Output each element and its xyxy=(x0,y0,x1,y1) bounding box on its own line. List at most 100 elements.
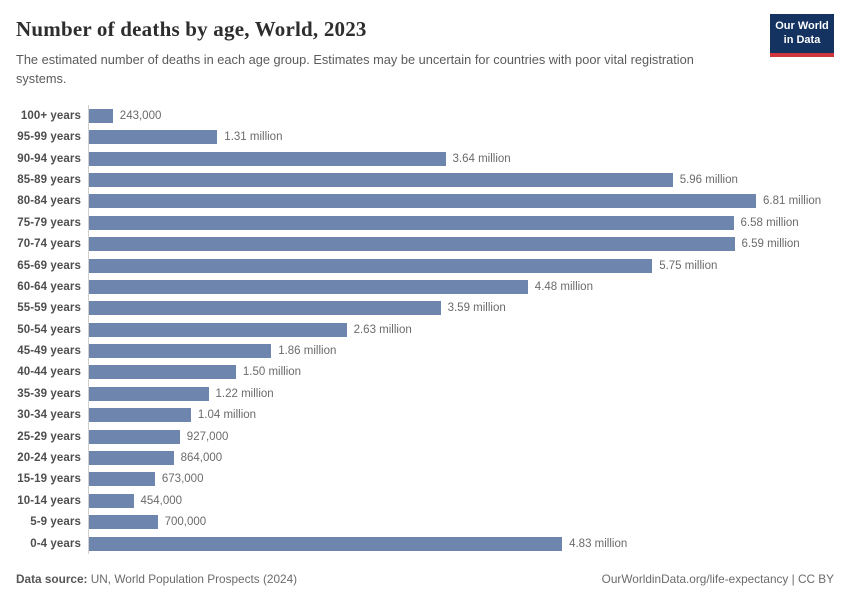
plot-area: 1.86 million xyxy=(88,340,834,362)
data-source-label: Data source: xyxy=(16,572,88,586)
plot-area: 1.04 million xyxy=(88,404,834,426)
row-label: 65-69 years xyxy=(17,259,81,272)
plot-area: 3.64 million xyxy=(88,147,834,170)
plot-area: 4.83 million xyxy=(88,532,834,555)
bar-value-label: 1.86 million xyxy=(278,345,337,358)
bar[interactable] xyxy=(89,130,218,145)
bar[interactable] xyxy=(89,194,756,209)
chart-row: 0-4 years 4.83 million xyxy=(16,532,834,555)
bar-value-label: 1.22 million xyxy=(215,387,274,400)
bar[interactable] xyxy=(89,215,734,230)
chart-row: 35-39 years 1.22 million xyxy=(16,383,834,405)
chart-row: 20-24 years 864,000 xyxy=(16,447,834,469)
bar[interactable] xyxy=(89,279,528,294)
bar[interactable] xyxy=(89,301,441,316)
chart-row: 60-64 years 4.48 million xyxy=(16,276,834,298)
bar[interactable] xyxy=(89,322,347,337)
bar-value-label: 5.96 million xyxy=(679,173,738,186)
bar[interactable] xyxy=(89,365,236,380)
chart-row: 10-14 years 454,000 xyxy=(16,490,834,512)
logo-line1: Our World xyxy=(775,20,829,32)
row-label: 35-39 years xyxy=(17,387,81,400)
bar-value-label: 1.31 million xyxy=(224,131,283,144)
plot-area: 1.50 million xyxy=(88,361,834,384)
chart-row: 30-34 years 1.04 million xyxy=(16,404,834,426)
row-label: 55-59 years xyxy=(17,302,81,315)
header-titles: Number of deaths by age, World, 2023 The… xyxy=(16,14,726,88)
bar[interactable] xyxy=(89,386,209,401)
chart-row: 80-84 years 6.81 million xyxy=(16,190,834,213)
bar[interactable] xyxy=(89,515,158,530)
row-label: 60-64 years xyxy=(17,280,81,293)
bar-value-label: 1.50 million xyxy=(242,366,302,379)
bar-value-label: 3.59 million xyxy=(447,302,506,315)
bar[interactable] xyxy=(89,258,653,273)
row-label: 95-99 years xyxy=(17,131,81,144)
bar[interactable] xyxy=(89,172,673,187)
row-label: 50-54 years xyxy=(17,323,81,336)
row-label: 20-24 years xyxy=(17,452,81,465)
bar[interactable] xyxy=(89,151,446,166)
chart-footer: Data source: UN, World Population Prospe… xyxy=(16,572,834,586)
chart-row: 45-49 years 1.86 million xyxy=(16,340,834,362)
chart-row: 65-69 years 5.75 million xyxy=(16,254,834,277)
chart-row: 15-19 years 673,000 xyxy=(16,468,834,491)
data-source: Data source: UN, World Population Prospe… xyxy=(16,572,297,586)
row-label: 10-14 years xyxy=(17,494,81,507)
plot-area: 2.63 million xyxy=(88,319,834,341)
bar[interactable] xyxy=(89,472,155,487)
plot-area: 673,000 xyxy=(88,468,834,491)
row-label: 70-74 years xyxy=(17,238,81,251)
chart-row: 5-9 years 700,000 xyxy=(16,511,834,533)
bar-value-label: 2.63 million xyxy=(353,323,412,336)
bar-value-label: 927,000 xyxy=(186,430,229,443)
bar[interactable] xyxy=(89,237,735,252)
bar[interactable] xyxy=(89,451,174,466)
plot-area: 927,000 xyxy=(88,425,834,448)
plot-area: 5.75 million xyxy=(88,254,834,277)
plot-area: 700,000 xyxy=(88,511,834,533)
chart-row: 85-89 years 5.96 million xyxy=(16,169,834,191)
chart-row: 55-59 years 3.59 million xyxy=(16,297,834,319)
bar[interactable] xyxy=(89,536,563,551)
bar-value-label: 4.48 million xyxy=(534,280,593,293)
chart-row: 50-54 years 2.63 million xyxy=(16,319,834,341)
plot-area: 864,000 xyxy=(88,447,834,469)
bar-value-label: 700,000 xyxy=(164,516,207,529)
chart-row: 95-99 years 1.31 million xyxy=(16,126,834,148)
plot-area: 6.81 million xyxy=(88,190,834,213)
owid-logo[interactable]: Our World in Data xyxy=(770,14,834,57)
chart-row: 40-44 years 1.50 million xyxy=(16,361,834,384)
bar-chart: 100+ years 243,000 95-99 years 1.31 million… xyxy=(16,105,834,555)
bar[interactable] xyxy=(89,429,180,444)
row-label: 80-84 years xyxy=(17,195,81,208)
bar-value-label: 1.04 million xyxy=(197,409,257,422)
bar-value-label: 6.81 million xyxy=(763,195,822,208)
bar[interactable] xyxy=(89,408,191,423)
chart-row: 100+ years 243,000 xyxy=(16,105,834,127)
bar-value-label: 243,000 xyxy=(119,109,162,122)
bar-value-label: 454,000 xyxy=(140,494,183,507)
row-label: 0-4 years xyxy=(30,537,81,550)
row-label: 40-44 years xyxy=(17,366,81,379)
bar-value-label: 3.64 million xyxy=(452,152,511,165)
bar[interactable] xyxy=(89,108,113,123)
plot-area: 5.96 million xyxy=(88,169,834,191)
bar-value-label: 673,000 xyxy=(161,473,204,486)
bar-value-label: 6.58 million xyxy=(740,216,799,229)
credit-link[interactable]: OurWorldinData.org/life-expectancy | CC … xyxy=(601,572,834,586)
page-title: Number of deaths by age, World, 2023 xyxy=(16,17,367,41)
row-label: 15-19 years xyxy=(17,473,81,486)
bar[interactable] xyxy=(89,493,134,508)
plot-area: 3.59 million xyxy=(88,297,834,319)
bar-value-label: 4.83 million xyxy=(569,537,628,550)
chart-header: Number of deaths by age, World, 2023 The… xyxy=(16,14,834,88)
plot-area: 6.58 million xyxy=(88,212,834,234)
row-label: 75-79 years xyxy=(17,216,81,229)
plot-area: 454,000 xyxy=(88,490,834,512)
chart-row: 25-29 years 927,000 xyxy=(16,425,834,448)
chart-row: 70-74 years 6.59 million xyxy=(16,233,834,255)
row-label: 5-9 years xyxy=(30,516,81,529)
row-label: 45-49 years xyxy=(17,345,81,358)
bar[interactable] xyxy=(89,344,272,359)
